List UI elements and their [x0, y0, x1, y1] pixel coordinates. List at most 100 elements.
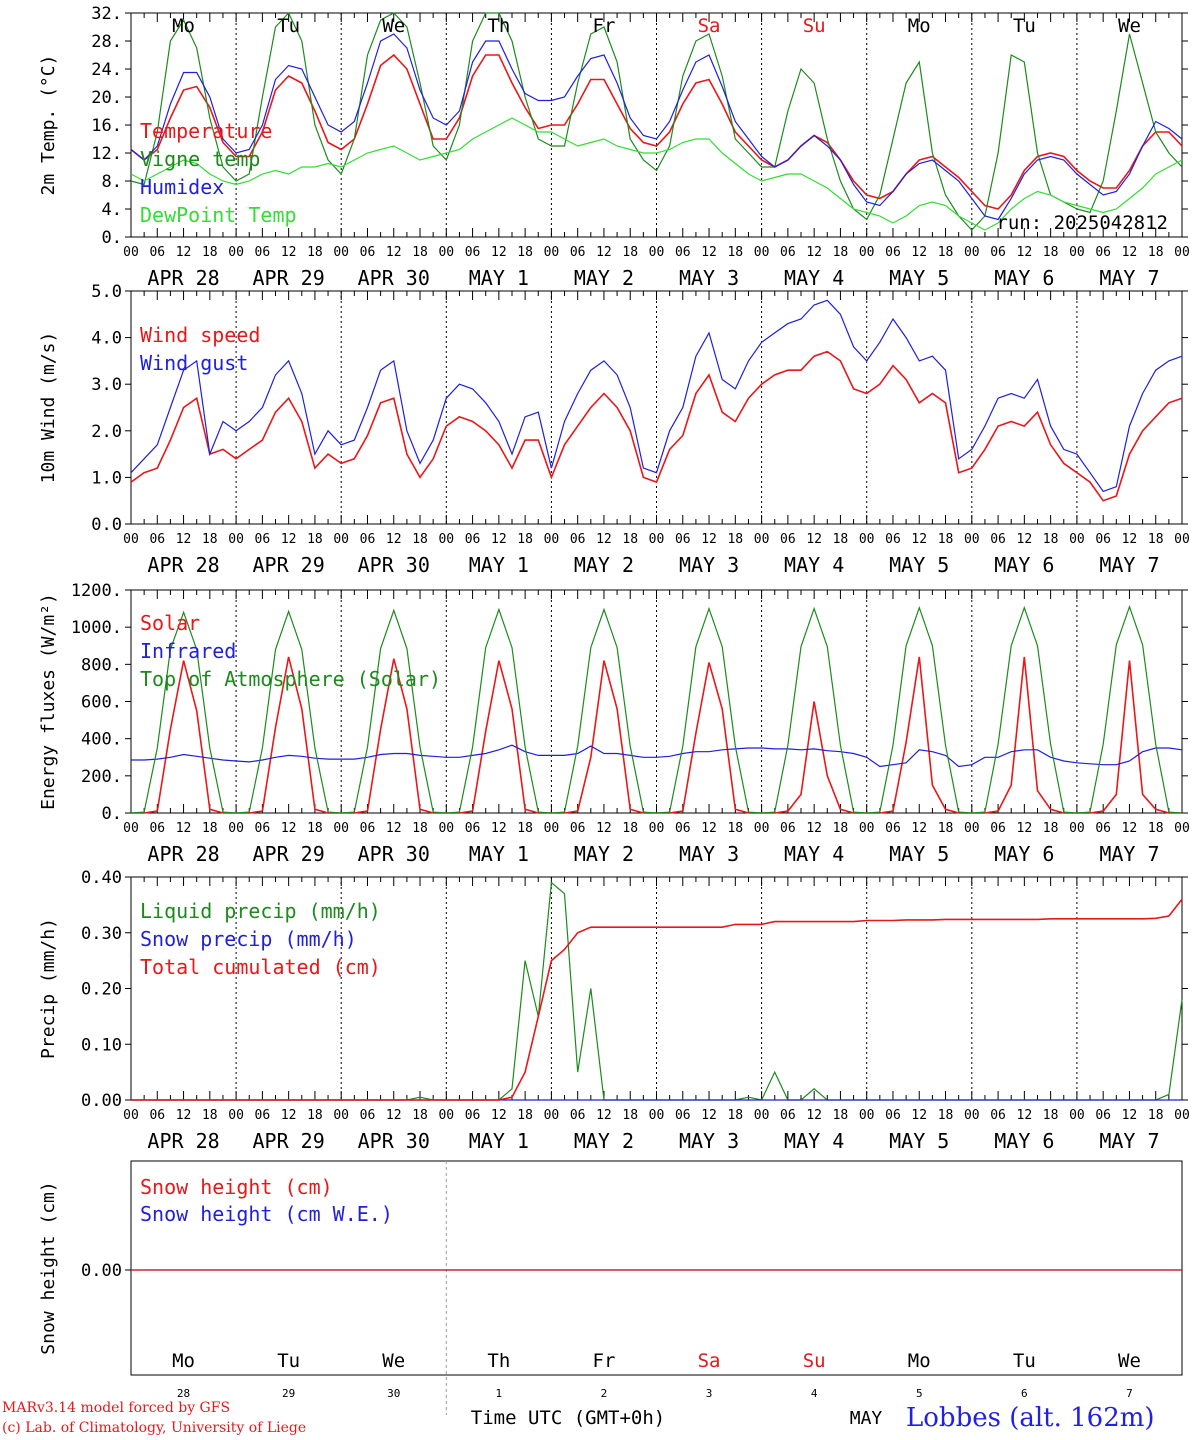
- hour-label: 06: [885, 1108, 901, 1123]
- hour-label: 18: [202, 245, 218, 260]
- hour-label: 12: [386, 1108, 402, 1123]
- hour-label: 00: [438, 821, 454, 836]
- hour-label: 12: [1122, 532, 1138, 547]
- hour-label: 12: [281, 532, 297, 547]
- hour-label: 06: [990, 245, 1006, 260]
- hour-label: 06: [675, 821, 691, 836]
- hour-label: 12: [176, 532, 192, 547]
- panel-frame: [130, 1160, 1183, 1376]
- day-name-bottom: Tu: [277, 1350, 300, 1372]
- hour-label: 00: [754, 532, 770, 547]
- hour-label: 00: [333, 1108, 349, 1123]
- hour-label: 18: [1043, 245, 1059, 260]
- hour-label: 18: [517, 532, 533, 547]
- y-tick-label: 200.: [81, 767, 122, 787]
- hour-label: 12: [911, 532, 927, 547]
- date-label: MAY 2: [574, 553, 634, 577]
- hour-label: 06: [465, 821, 481, 836]
- hour-label: 00: [228, 532, 244, 547]
- day-number: 28: [177, 1387, 190, 1400]
- hour-label: 06: [465, 1108, 481, 1123]
- day-name-bottom: Mo: [908, 1350, 931, 1372]
- legend-entry: DewPoint Temp: [140, 203, 297, 227]
- series-line-1: [130, 53, 1183, 210]
- hour-label: 06: [885, 821, 901, 836]
- legend-entry: Liquid precip (mm/h): [140, 899, 381, 923]
- footer-model: MARv3.14 model forced by GFS: [2, 1400, 231, 1416]
- day-name-top: We: [1118, 15, 1141, 37]
- hour-label: 06: [1095, 532, 1111, 547]
- hour-label: 00: [438, 1108, 454, 1123]
- hour-label: 06: [465, 532, 481, 547]
- hour-label: 18: [517, 1108, 533, 1123]
- y-axis-label: Snow height (cm): [38, 1181, 59, 1354]
- legend-entry: Temperature: [140, 119, 272, 143]
- date-label: MAY 7: [1099, 1129, 1159, 1153]
- hour-label: 00: [649, 245, 665, 260]
- day-number: 1: [496, 1387, 503, 1400]
- panel-5: 0.00 Mo 28 Tu 29 We 30 Th 1 Fr 2 Sa 3 Su 4 Mo 5 Tu 6 We 7 Tim…: [38, 1160, 1183, 1429]
- hour-label: 00: [544, 245, 560, 260]
- date-label: MAY 6: [994, 553, 1054, 577]
- hour-label: 00: [964, 821, 980, 836]
- hour-label: 18: [412, 821, 428, 836]
- hour-label: 12: [1122, 1108, 1138, 1123]
- y-axis-label: Precip (mm/h): [38, 918, 59, 1059]
- hour-label: 18: [727, 821, 743, 836]
- panel-2: 0.0 1.0 2.0 3.0 4.0 5.0 00 06 12 18 00 06 12 18 00 06 12…: [38, 282, 1190, 577]
- day-name-top: Fr: [593, 15, 616, 37]
- date-label: APR 28: [147, 842, 219, 866]
- hour-label: 06: [780, 532, 796, 547]
- date-label: MAY 6: [994, 842, 1054, 866]
- date-label: MAY 5: [889, 1129, 949, 1153]
- day-name-top: Th: [487, 15, 510, 37]
- hour-label: 12: [806, 821, 822, 836]
- hour-label: 06: [255, 532, 271, 547]
- hour-label: 18: [1043, 532, 1059, 547]
- footer-station: Lobbes (alt. 162m): [906, 1403, 1155, 1433]
- series-line-2: [131, 744, 1183, 768]
- hour-label: 12: [386, 245, 402, 260]
- hour-label: 00: [754, 821, 770, 836]
- hour-label: 06: [675, 532, 691, 547]
- hour-label: 00: [228, 1108, 244, 1123]
- hour-label: 12: [1122, 821, 1138, 836]
- hour-label: 18: [202, 532, 218, 547]
- date-label: MAY 3: [679, 1129, 739, 1153]
- hour-label: 18: [622, 532, 638, 547]
- hour-label: 18: [412, 1108, 428, 1123]
- hour-label: 06: [885, 245, 901, 260]
- legend-entry: Wind speed: [140, 323, 260, 347]
- date-label: APR 30: [358, 842, 430, 866]
- day-name-bottom: Sa: [698, 1350, 721, 1372]
- hour-label: 00: [123, 245, 139, 260]
- hour-label: 06: [1095, 821, 1111, 836]
- y-tick-label: 4.: [102, 200, 122, 220]
- day-number: 30: [387, 1387, 400, 1400]
- hour-label: 06: [780, 245, 796, 260]
- y-tick-label: 3.0: [91, 375, 122, 395]
- hour-label: 12: [176, 821, 192, 836]
- hour-label: 06: [570, 821, 586, 836]
- hour-label: 06: [885, 532, 901, 547]
- hour-label: 00: [123, 1108, 139, 1123]
- hour-label: 12: [1017, 1108, 1033, 1123]
- hour-label: 00: [228, 821, 244, 836]
- series-line-4: [130, 117, 1183, 231]
- date-label: MAY 4: [784, 266, 844, 290]
- y-tick-label: 0.0: [91, 515, 122, 535]
- y-axis-label: Energy fluxes (W/m²): [38, 593, 59, 810]
- hour-label: 18: [517, 821, 533, 836]
- hour-label: 18: [833, 532, 849, 547]
- date-label: MAY 3: [679, 842, 739, 866]
- day-name-top: Tu: [1013, 15, 1036, 37]
- y-tick-label: 0.30: [81, 924, 122, 944]
- legend-entry: Solar: [140, 611, 200, 635]
- hour-label: 00: [333, 821, 349, 836]
- hour-label: 12: [281, 1108, 297, 1123]
- hour-label: 00: [964, 245, 980, 260]
- hour-label: 06: [675, 245, 691, 260]
- hour-label: 12: [281, 821, 297, 836]
- hour-label: 12: [701, 532, 717, 547]
- y-tick-label: 16.: [91, 116, 122, 136]
